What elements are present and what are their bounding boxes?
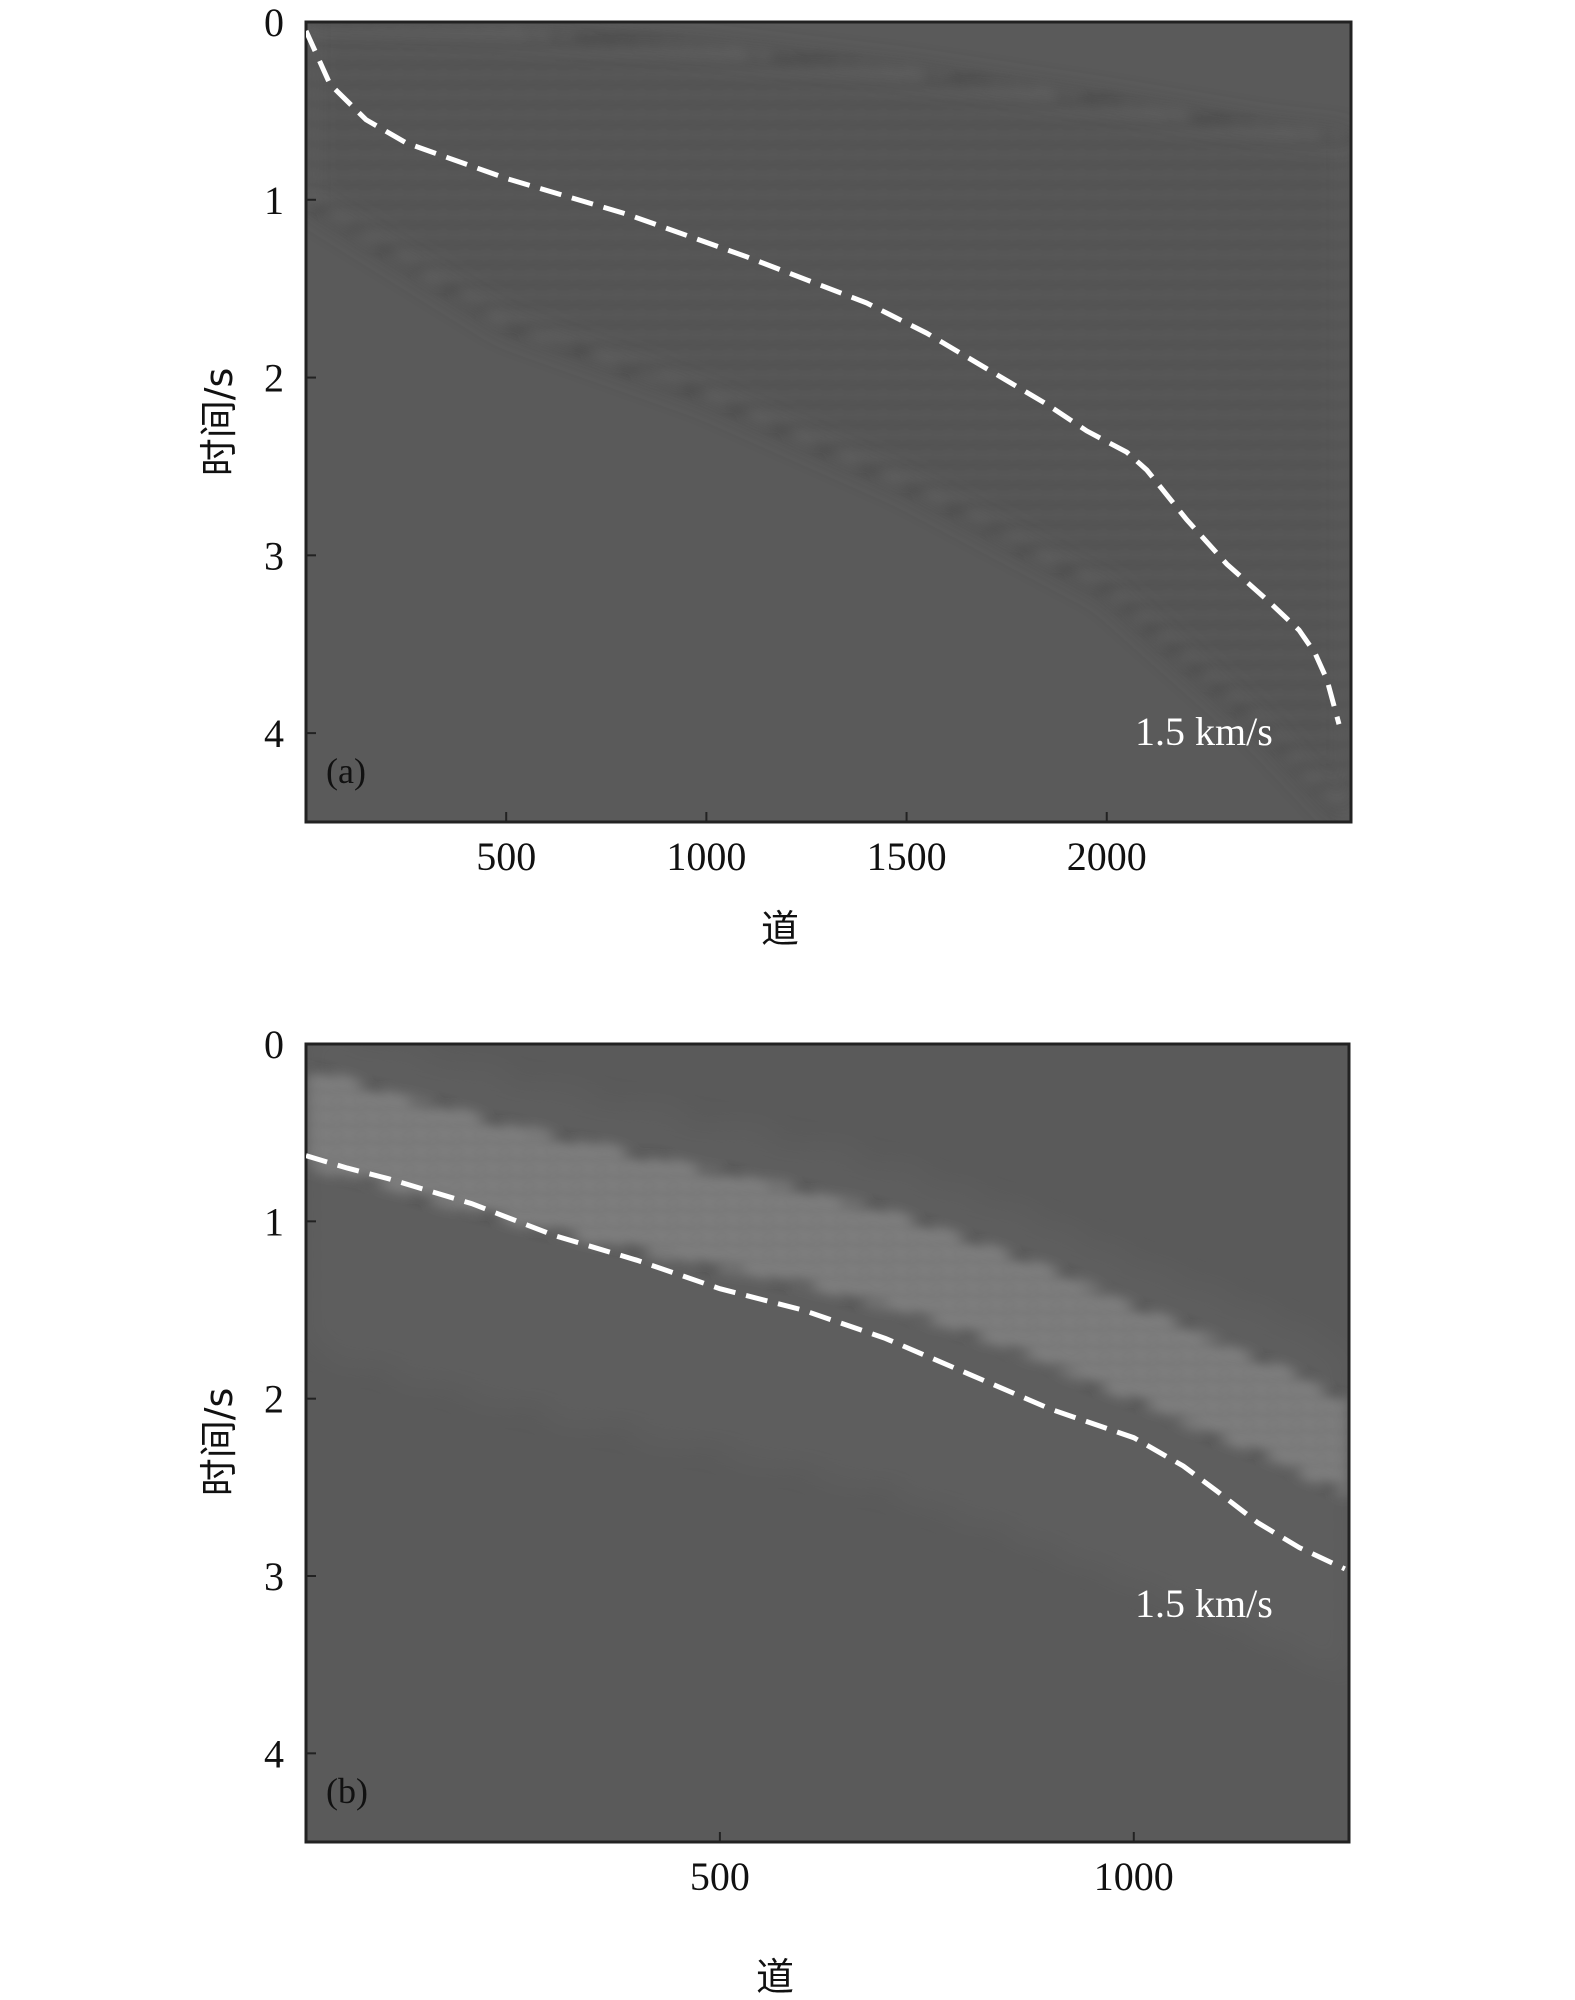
panel-b-y-tick-label: 3 <box>264 1554 284 1599</box>
panel-b-y-tick-label: 2 <box>264 1377 284 1422</box>
panel-b-wavefield <box>306 1044 1349 1683</box>
panel-b-y-axis-title: 时间/s <box>197 1388 241 1497</box>
panel-b-y-tick-label: 0 <box>264 1022 284 1067</box>
panel-a-x-axis-title: 道 <box>761 907 799 951</box>
panel-a-wavefield <box>306 22 1351 822</box>
panel-a-y-tick-label: 3 <box>264 533 284 578</box>
panel-a-y-tick-label: 0 <box>264 0 284 45</box>
panel-a-x-axis: 500 1000 1500 2000 <box>476 812 1147 879</box>
panel-b-wave-band <box>306 1068 1349 1498</box>
panel-b-velocity-curve <box>306 1153 1346 1572</box>
panel-b-y-axis: 0 1 2 3 4 <box>264 1022 316 1776</box>
panel-a-y-tick-label: 2 <box>264 356 284 401</box>
panel-b-frame <box>304 1042 1351 1844</box>
panel-b-velocity-annotation: 1.5 km/s <box>1135 1581 1273 1626</box>
panel-b: 500 1000 0 1 2 3 4 (b) 1.5 km/s 道 时间/s <box>197 1022 1351 1999</box>
panel-a-y-axis: 0 1 2 3 4 <box>264 0 316 756</box>
panel-a-x-tick-label: 1500 <box>867 834 947 879</box>
panel-b-y-tick-label: 1 <box>264 1199 284 1244</box>
panel-a-velocity-curve <box>306 29 1342 725</box>
panel-a-x-tick-label: 2000 <box>1067 834 1147 879</box>
panel-b-x-tick-label: 1000 <box>1094 1854 1174 1899</box>
panel-b-label: (b) <box>326 1771 368 1811</box>
panel-a-x-tick-label: 500 <box>476 834 536 879</box>
panel-a-wave-region <box>306 22 1351 822</box>
panel-a-x-tick-label: 1000 <box>666 834 746 879</box>
panel-b-x-axis: 500 1000 <box>690 1832 1174 1899</box>
panel-b-y-tick-label: 4 <box>264 1731 284 1776</box>
panel-a: 500 1000 1500 2000 0 1 2 3 4 (a) 1.5 km/s 道 时间/… <box>197 0 1353 951</box>
panel-b-x-axis-title: 道 <box>756 1955 794 1999</box>
panel-a-velocity-annotation: 1.5 km/s <box>1135 709 1273 754</box>
panel-a-y-tick-label: 1 <box>264 178 284 223</box>
panel-a-label: (a) <box>326 751 366 791</box>
panel-a-y-axis-title: 时间/s <box>197 368 241 477</box>
panel-b-x-tick-label: 500 <box>690 1854 750 1899</box>
panel-a-frame <box>304 20 1353 824</box>
panel-a-y-tick-label: 4 <box>264 711 284 756</box>
